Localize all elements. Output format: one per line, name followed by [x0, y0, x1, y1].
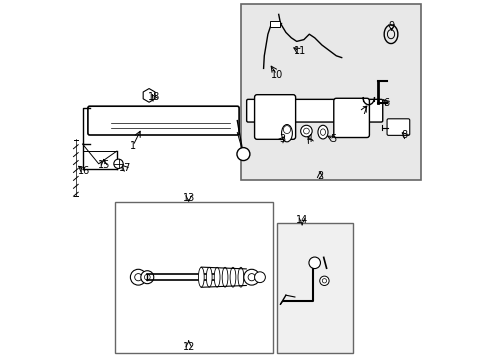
- Circle shape: [144, 274, 150, 280]
- Ellipse shape: [222, 267, 227, 287]
- Ellipse shape: [283, 126, 290, 134]
- Circle shape: [237, 148, 249, 161]
- Ellipse shape: [238, 267, 244, 287]
- Circle shape: [319, 276, 328, 285]
- Ellipse shape: [317, 125, 327, 139]
- Text: 15: 15: [98, 159, 110, 170]
- Circle shape: [130, 269, 146, 285]
- FancyBboxPatch shape: [333, 98, 368, 138]
- Text: 5: 5: [330, 134, 336, 144]
- Text: 12: 12: [182, 342, 195, 352]
- Ellipse shape: [230, 267, 235, 287]
- Text: 2: 2: [316, 171, 323, 181]
- Bar: [270, 21, 280, 27]
- Text: 3: 3: [279, 134, 285, 144]
- Text: 4: 4: [305, 134, 312, 144]
- Text: 9: 9: [387, 21, 394, 31]
- Text: 14: 14: [295, 215, 307, 225]
- Circle shape: [254, 272, 265, 283]
- Circle shape: [300, 125, 311, 137]
- Ellipse shape: [214, 267, 220, 287]
- Circle shape: [134, 274, 142, 281]
- Circle shape: [114, 159, 123, 168]
- Ellipse shape: [198, 267, 204, 287]
- Text: 11: 11: [293, 46, 305, 57]
- Ellipse shape: [320, 129, 325, 135]
- Bar: [276, 223, 352, 353]
- Text: 18: 18: [147, 92, 160, 102]
- Text: 16: 16: [78, 166, 90, 176]
- Circle shape: [247, 274, 255, 281]
- Text: 6: 6: [383, 98, 389, 108]
- Text: 1: 1: [130, 141, 136, 151]
- Text: 10: 10: [270, 69, 283, 80]
- FancyBboxPatch shape: [88, 106, 239, 135]
- Ellipse shape: [206, 267, 212, 287]
- Circle shape: [141, 271, 153, 284]
- Text: 17: 17: [119, 163, 131, 173]
- Circle shape: [244, 269, 259, 285]
- Circle shape: [303, 128, 309, 134]
- Text: 7: 7: [360, 105, 366, 116]
- Bar: [241, 4, 420, 180]
- Text: 13: 13: [182, 193, 194, 203]
- FancyBboxPatch shape: [254, 95, 295, 139]
- FancyBboxPatch shape: [386, 119, 409, 135]
- Text: 8: 8: [401, 130, 407, 140]
- Circle shape: [322, 279, 326, 283]
- FancyBboxPatch shape: [246, 99, 382, 122]
- Ellipse shape: [281, 125, 292, 142]
- Circle shape: [308, 257, 320, 269]
- Bar: [115, 202, 273, 353]
